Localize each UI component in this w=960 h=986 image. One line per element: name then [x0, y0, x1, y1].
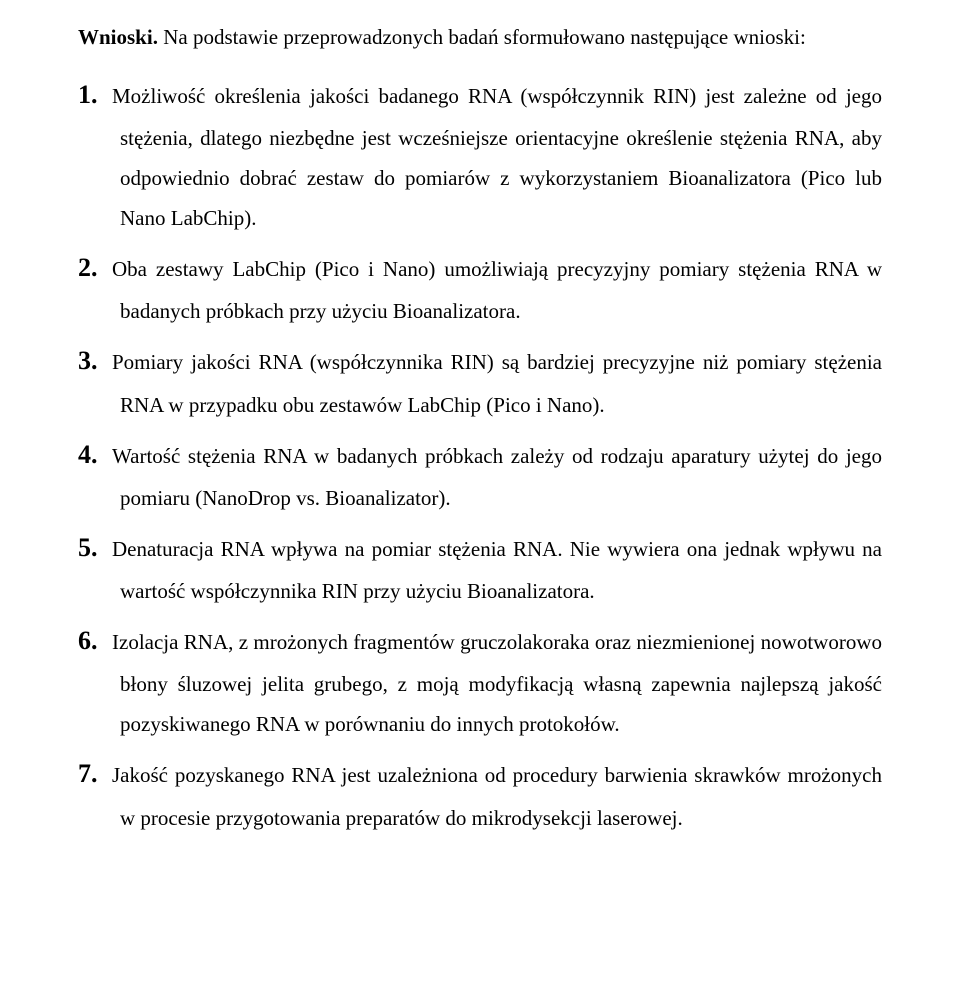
item-number: 6. [78, 616, 112, 665]
item-number: 2. [78, 243, 112, 292]
item-text: Izolacja RNA, z mrożonych fragmentów gru… [112, 630, 882, 736]
item-number: 7. [78, 749, 112, 798]
intro-text: Na podstawie przeprowadzonych badań sfor… [158, 25, 806, 49]
item-text: Oba zestawy LabChip (Pico i Nano) umożli… [112, 257, 882, 323]
item-text: Wartość stężenia RNA w badanych próbkach… [112, 444, 882, 510]
item-number: 3. [78, 336, 112, 385]
list-item: 5.Denaturacja RNA wpływa na pomiar stęże… [78, 523, 882, 612]
intro-label: Wnioski. [78, 25, 158, 49]
conclusions-list: 1.Możliwość określenia jakości badanego … [78, 70, 882, 839]
list-item: 6.Izolacja RNA, z mrożonych fragmentów g… [78, 616, 882, 745]
item-number: 4. [78, 430, 112, 479]
list-item: 7.Jakość pozyskanego RNA jest uzależnion… [78, 749, 882, 838]
intro-paragraph: Wnioski. Na podstawie przeprowadzonych b… [78, 18, 882, 58]
document-page: Wnioski. Na podstawie przeprowadzonych b… [0, 0, 960, 986]
item-number: 1. [78, 70, 112, 119]
list-item: 1.Możliwość określenia jakości badanego … [78, 70, 882, 239]
item-text: Jakość pozyskanego RNA jest uzależniona … [112, 763, 882, 829]
list-item: 4.Wartość stężenia RNA w badanych próbka… [78, 430, 882, 519]
item-text: Denaturacja RNA wpływa na pomiar stężeni… [112, 537, 882, 603]
item-text: Pomiary jakości RNA (współczynnika RIN) … [112, 350, 882, 416]
list-item: 2.Oba zestawy LabChip (Pico i Nano) umoż… [78, 243, 882, 332]
item-text: Możliwość określenia jakości badanego RN… [112, 84, 882, 230]
list-item: 3.Pomiary jakości RNA (współczynnika RIN… [78, 336, 882, 425]
item-number: 5. [78, 523, 112, 572]
